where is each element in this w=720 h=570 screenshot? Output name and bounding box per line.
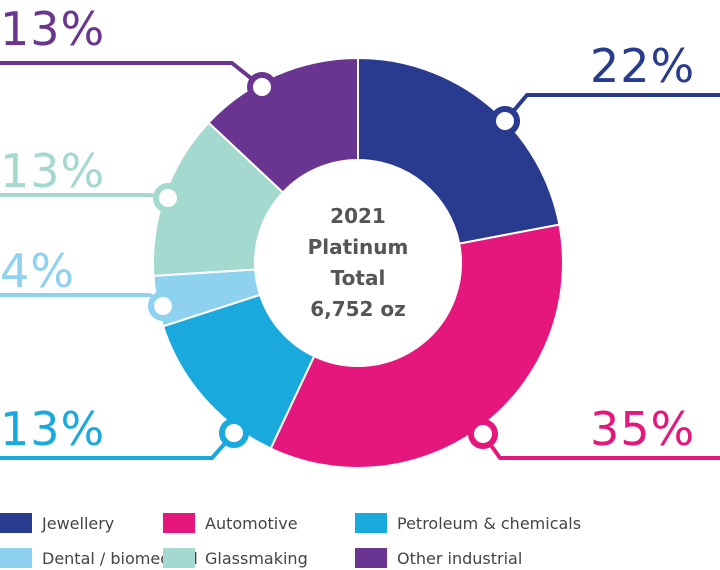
center-label-line-1: 2021 — [330, 204, 386, 228]
legend: Jewellery Automotive Petroleum & chemicals… — [0, 513, 581, 568]
legend-swatch-petroleum-chemicals — [355, 513, 387, 533]
callout-dot-other-industrial — [247, 72, 277, 102]
slice-jewellery — [357, 56, 561, 245]
pct-label-other-industrial: 13% — [0, 2, 105, 56]
callout-dot-dental-biomedical — [148, 291, 178, 321]
center-label-line-2: Platinum — [308, 235, 409, 259]
callout-line-other-industrial — [0, 61, 264, 89]
callout-dot-automotive — [468, 419, 498, 449]
legend-label-automotive: Automotive — [205, 514, 298, 533]
donut-slices — [152, 56, 564, 469]
slice-glassmaking — [152, 121, 285, 277]
legend-swatch-glassmaking — [163, 548, 195, 568]
legend-swatch-jewellery — [0, 513, 32, 533]
legend-label-petroleum-chemicals: Petroleum & chemicals — [397, 514, 581, 533]
slice-other-industrial — [207, 56, 359, 194]
callout-dot-petroleum-chemicals — [219, 418, 249, 448]
pct-label-petroleum-chemicals: 13% — [0, 402, 105, 456]
percentage-labels: 22% 35% 13% 4% 13% 13% — [0, 2, 695, 456]
center-label: 2021 Platinum Total 6,752 oz — [308, 204, 409, 321]
callout-line-jewellery — [503, 93, 720, 123]
pct-label-jewellery: 22% — [590, 39, 695, 93]
legend-label-dental-biomedical: Dental / biomedical — [42, 549, 198, 568]
legend-label-glassmaking: Glassmaking — [205, 549, 308, 568]
center-label-line-4: 6,752 oz — [310, 297, 406, 321]
pct-label-automotive: 35% — [590, 402, 695, 456]
legend-swatch-dental-biomedical — [0, 548, 32, 568]
callout-dot-jewellery — [490, 106, 520, 136]
pct-label-dental-biomedical: 4% — [0, 244, 75, 298]
legend-label-jewellery: Jewellery — [41, 514, 114, 533]
legend-swatch-automotive — [163, 513, 195, 533]
pct-label-glassmaking: 13% — [0, 144, 105, 198]
center-label-line-3: Total — [331, 266, 386, 290]
legend-swatch-other-industrial — [355, 548, 387, 568]
slice-automotive — [269, 223, 564, 469]
legend-label-other-industrial: Other industrial — [397, 549, 522, 568]
callout-dot-glassmaking — [153, 183, 183, 213]
callout-dots — [148, 72, 520, 449]
